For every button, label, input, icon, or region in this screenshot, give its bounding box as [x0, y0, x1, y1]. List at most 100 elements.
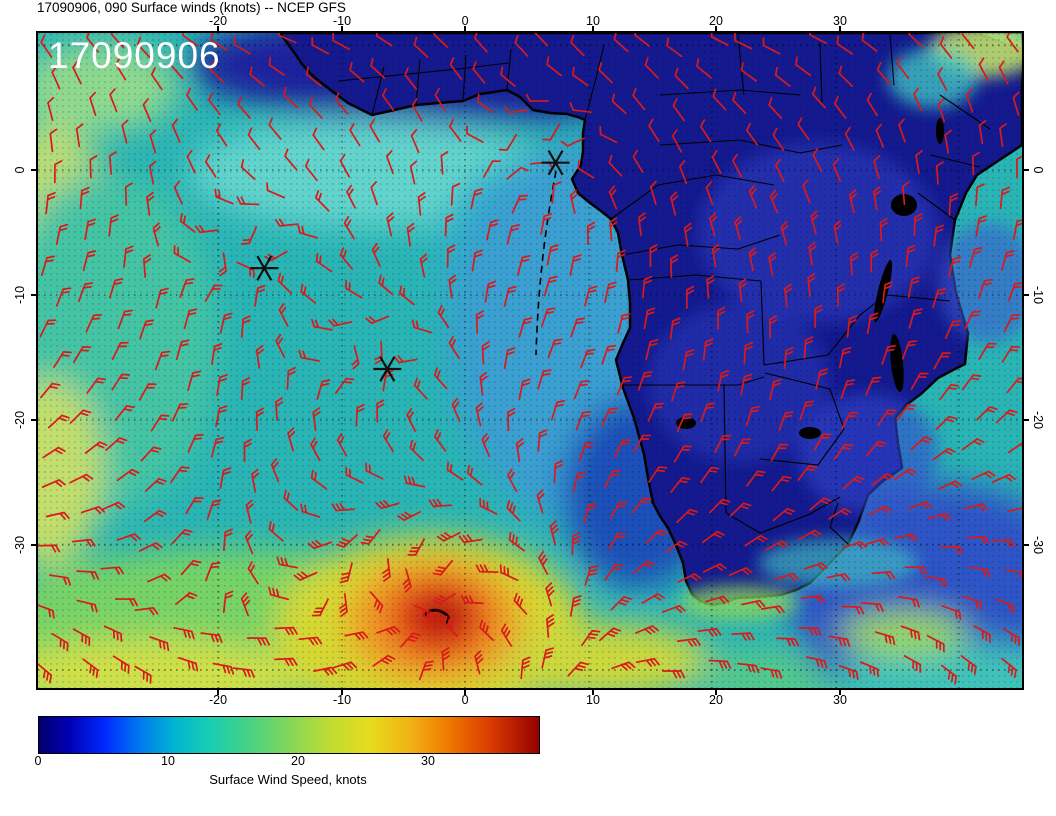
- wind-barb: [410, 129, 420, 154]
- wind-barb: [108, 214, 119, 237]
- wind-barb: [780, 220, 789, 246]
- wind-barb: [458, 534, 483, 544]
- wind-barb: [349, 123, 361, 147]
- wind-barb: [583, 502, 597, 524]
- wind-barb: [601, 407, 618, 427]
- wind-barb: [599, 125, 618, 144]
- wind-barb: [520, 656, 531, 680]
- wind-barb: [746, 310, 755, 334]
- wind-barb: [871, 571, 896, 580]
- wind-barb: [577, 160, 595, 179]
- wind-barb: [109, 88, 118, 113]
- wind-barb: [807, 273, 816, 297]
- wind-barb: [51, 65, 61, 90]
- wind-barb: [893, 468, 917, 481]
- wind-barb: [709, 212, 718, 237]
- wind-barb: [641, 593, 665, 604]
- wind-barb: [109, 278, 124, 299]
- wind-barb: [112, 655, 130, 674]
- wind-barb: [700, 402, 716, 423]
- wind-barb: [411, 319, 433, 334]
- wind-barb: [776, 637, 800, 647]
- wind-barb: [812, 86, 826, 109]
- wind-barb: [569, 595, 582, 617]
- axis-tick-mark: [31, 419, 37, 421]
- wind-barb: [560, 137, 585, 147]
- wind-barb: [802, 179, 811, 204]
- wind-barb: [508, 531, 525, 552]
- wind-barb: [105, 437, 128, 451]
- wind-barb: [664, 540, 688, 554]
- wind-barb: [805, 656, 828, 669]
- wind-barb: [784, 283, 793, 308]
- wind-barb: [298, 636, 323, 646]
- wind-barb: [78, 282, 94, 302]
- wind-barb: [45, 511, 70, 520]
- wind-barb: [637, 212, 647, 237]
- wind-barb: [174, 592, 198, 606]
- wind-barb: [477, 93, 494, 113]
- wind-barb: [300, 283, 317, 304]
- wind-barb: [222, 590, 234, 613]
- wind-barb: [287, 427, 296, 452]
- wind-barb: [506, 166, 529, 180]
- wind-barb: [712, 88, 727, 111]
- wind-barb: [940, 664, 958, 685]
- wind-barb: [84, 441, 108, 454]
- wind-barb: [503, 347, 516, 370]
- wind-barb: [173, 626, 195, 640]
- wind-barb: [632, 560, 655, 575]
- wind-barb: [896, 56, 910, 80]
- wind-barb: [300, 503, 321, 518]
- wind-barb: [575, 410, 592, 431]
- wind-barb: [774, 572, 799, 581]
- wind-barb: [209, 62, 225, 84]
- wind-barb: [240, 377, 251, 400]
- wind-barb: [572, 66, 589, 87]
- wind-barb: [702, 338, 714, 361]
- wind-barb: [144, 478, 167, 492]
- wind-barb: [170, 466, 190, 483]
- wind-barb: [676, 508, 698, 524]
- wind-barb: [966, 535, 990, 545]
- wind-barb: [731, 632, 755, 641]
- wind-barb: [360, 528, 381, 545]
- wind-barb: [466, 125, 484, 143]
- wind-barb: [846, 315, 858, 338]
- wind-barb: [740, 62, 757, 82]
- wind-barb: [908, 308, 923, 329]
- wind-barb: [475, 564, 499, 573]
- wind-barb: [114, 405, 135, 421]
- wind-barb: [991, 539, 1016, 548]
- wind-barb: [308, 96, 323, 119]
- wind-barb: [1002, 627, 1020, 647]
- wind-barb: [316, 379, 331, 400]
- wind-barb: [138, 542, 163, 552]
- axis-tick-label-right: -20: [1031, 411, 1045, 430]
- wind-barb: [971, 151, 980, 176]
- wind-barb: [311, 36, 329, 55]
- wind-barb: [865, 538, 890, 547]
- wind-barb: [374, 340, 383, 365]
- wind-barb: [774, 66, 791, 88]
- wind-barb: [927, 512, 952, 521]
- wind-barb: [351, 345, 360, 370]
- wind-barb: [472, 61, 486, 84]
- wind-barb: [632, 149, 644, 174]
- wind-barb: [371, 242, 381, 267]
- wind-barb: [932, 288, 947, 309]
- wind-barb: [937, 67, 948, 91]
- wind-barb: [898, 595, 920, 608]
- wind-barb: [1012, 218, 1022, 240]
- wind-barb: [215, 123, 228, 147]
- wind-barb: [671, 129, 683, 153]
- wind-barb: [240, 592, 251, 617]
- wind-barb: [152, 222, 161, 247]
- wind-barb: [772, 507, 795, 522]
- wind-barb: [553, 460, 564, 483]
- axis-tick-mark: [715, 26, 717, 32]
- wind-barb: [69, 473, 94, 484]
- wind-barb: [865, 440, 887, 457]
- wind-barb: [875, 123, 885, 148]
- wind-barb: [810, 210, 819, 235]
